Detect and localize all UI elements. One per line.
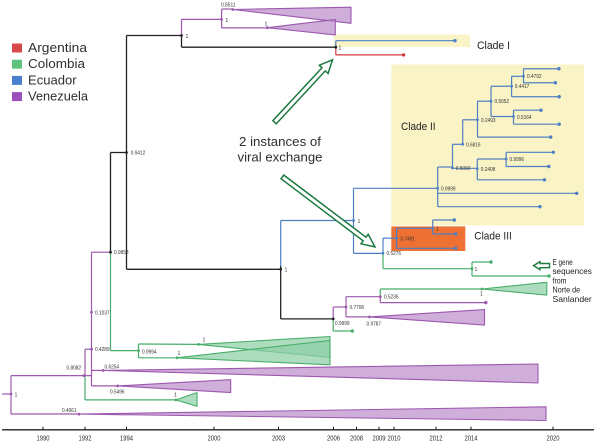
- svg-text:0.6254: 0.6254: [105, 365, 120, 371]
- svg-text:0.5236: 0.5236: [384, 295, 399, 301]
- svg-text:2003: 2003: [272, 434, 285, 443]
- svg-text:0.4289: 0.4289: [95, 347, 110, 353]
- svg-text:0.7491: 0.7491: [401, 236, 416, 242]
- svg-text:1990: 1990: [37, 434, 50, 443]
- svg-text:0.4417: 0.4417: [515, 84, 530, 90]
- svg-text:0.5276: 0.5276: [387, 251, 402, 257]
- svg-text:Clade II: Clade II: [401, 121, 436, 133]
- svg-text:0.8082: 0.8082: [67, 366, 82, 372]
- svg-text:1: 1: [186, 34, 189, 40]
- svg-text:0.5052: 0.5052: [495, 99, 510, 105]
- svg-text:1: 1: [265, 21, 268, 27]
- svg-text:0.7708: 0.7708: [350, 305, 365, 311]
- svg-text:Argentina: Argentina: [28, 40, 88, 55]
- svg-text:from: from: [553, 275, 567, 285]
- svg-text:1: 1: [358, 219, 361, 225]
- svg-text:1: 1: [480, 292, 483, 298]
- svg-text:Ecuador: Ecuador: [28, 72, 77, 87]
- svg-text:1: 1: [475, 267, 478, 273]
- svg-text:1: 1: [178, 351, 181, 357]
- svg-text:0.9787: 0.9787: [367, 322, 382, 328]
- svg-text:Clade I: Clade I: [477, 40, 510, 52]
- svg-text:sequences: sequences: [553, 266, 592, 276]
- svg-text:0.1037: 0.1037: [95, 310, 110, 316]
- svg-text:0.2493: 0.2493: [481, 118, 496, 124]
- svg-text:2010: 2010: [388, 434, 401, 443]
- svg-text:1: 1: [339, 45, 342, 51]
- svg-text:2014: 2014: [465, 434, 478, 443]
- svg-text:0.4792: 0.4792: [527, 74, 542, 80]
- svg-text:E gene: E gene: [553, 257, 573, 267]
- svg-text:1: 1: [285, 267, 288, 273]
- svg-text:2 instances of: 2 instances of: [239, 135, 322, 149]
- svg-text:2009: 2009: [373, 434, 386, 443]
- svg-text:0.5092: 0.5092: [456, 166, 471, 172]
- svg-text:1: 1: [203, 338, 206, 344]
- svg-text:0.9996: 0.9996: [510, 157, 525, 163]
- svg-text:0.9994: 0.9994: [142, 350, 157, 356]
- svg-text:Norte de: Norte de: [553, 285, 581, 295]
- svg-text:0.5496: 0.5496: [110, 390, 125, 396]
- svg-text:viral exchange: viral exchange: [238, 151, 323, 165]
- svg-text:Clade III: Clade III: [474, 231, 512, 243]
- svg-text:0.5164: 0.5164: [517, 115, 532, 121]
- svg-text:1: 1: [174, 392, 177, 398]
- svg-text:0.2408: 0.2408: [481, 167, 496, 173]
- svg-text:1994: 1994: [120, 434, 133, 443]
- svg-text:2012: 2012: [430, 434, 443, 443]
- svg-text:0.9412: 0.9412: [131, 151, 146, 157]
- svg-text:Colombia: Colombia: [28, 56, 86, 71]
- svg-text:2006: 2006: [327, 434, 340, 443]
- svg-text:2008: 2008: [350, 434, 363, 443]
- svg-text:1992: 1992: [79, 434, 92, 443]
- svg-text:Venezuela: Venezuela: [28, 89, 89, 104]
- svg-text:1: 1: [225, 18, 228, 24]
- svg-text:0.9858: 0.9858: [114, 250, 129, 256]
- svg-text:0.9999: 0.9999: [441, 186, 456, 192]
- svg-text:0.6816: 0.6816: [466, 142, 481, 148]
- svg-text:0.8511: 0.8511: [221, 3, 236, 9]
- svg-text:2020: 2020: [547, 434, 560, 443]
- svg-text:1: 1: [436, 226, 439, 232]
- svg-text:2000: 2000: [208, 434, 221, 443]
- svg-text:1: 1: [15, 392, 18, 398]
- svg-text:0.4061: 0.4061: [62, 408, 77, 414]
- svg-text:Sanlander: Sanlander: [553, 294, 592, 304]
- svg-text:0.9999: 0.9999: [335, 321, 350, 327]
